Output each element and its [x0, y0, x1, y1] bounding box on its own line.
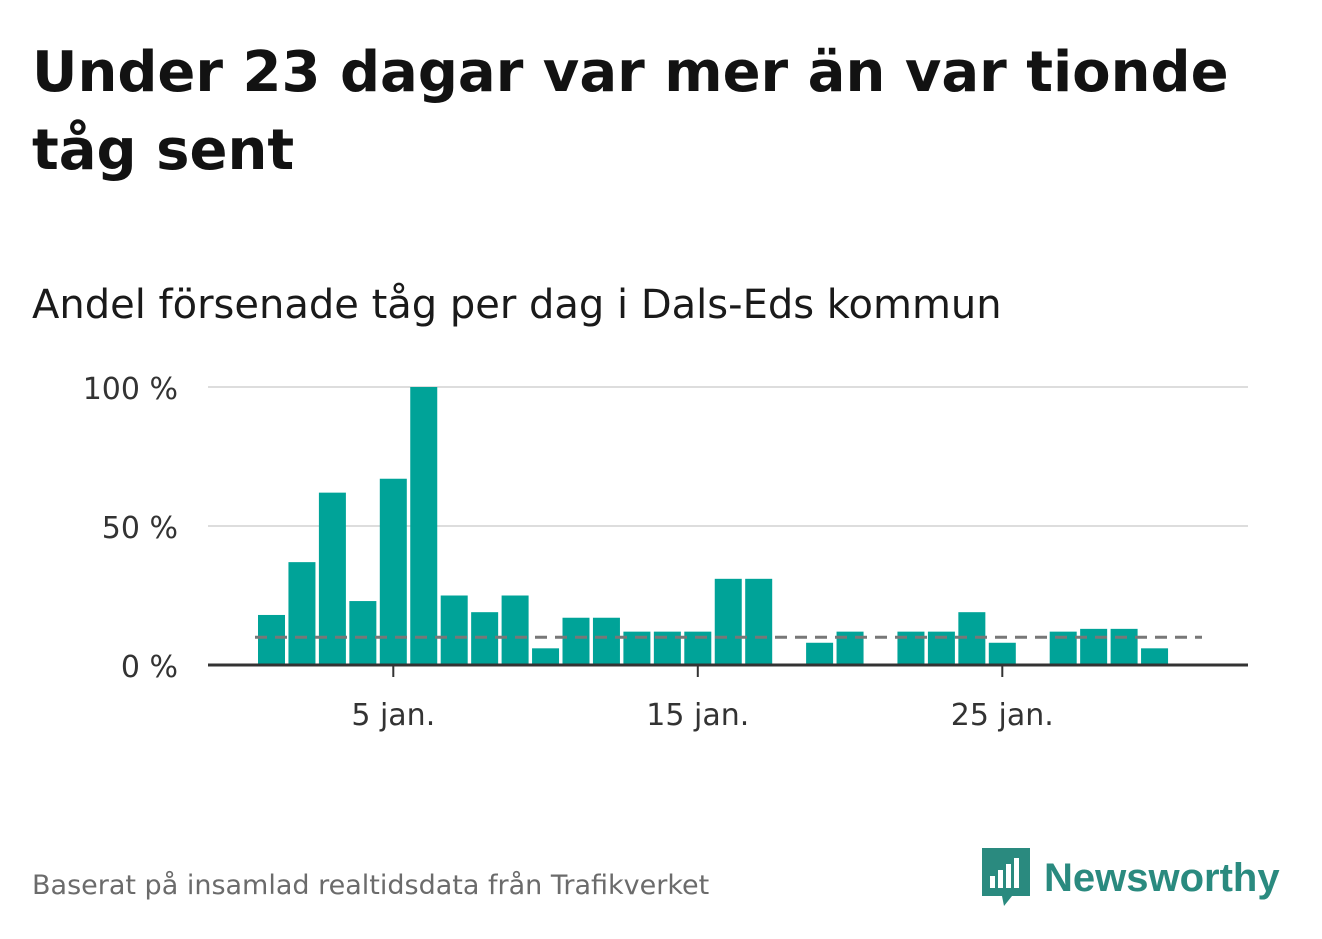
y-tick-label: 0 % — [121, 650, 178, 685]
x-tick-label: 5 jan. — [351, 698, 435, 733]
bar — [806, 642, 834, 665]
bar — [1141, 648, 1169, 665]
bar — [318, 492, 346, 665]
brand-name: Newsworthy — [1044, 855, 1280, 900]
bar — [440, 595, 468, 665]
x-tick-label: 25 jan. — [951, 698, 1054, 733]
bar — [532, 648, 560, 665]
bar — [745, 578, 773, 665]
newsworthy-logo-icon — [982, 848, 1030, 906]
source-note: Baserat på insamlad realtidsdata från Tr… — [32, 870, 710, 901]
axes: 0 % 50 % 100 % 5 jan. 15 jan. 25 jan. — [83, 372, 1248, 733]
page-title: Under 23 dagar var mer än var tionde tåg… — [32, 40, 1229, 183]
bar — [562, 617, 590, 665]
grid-lines — [208, 386, 1248, 527]
y-tick-label: 50 % — [102, 511, 178, 546]
bar — [379, 478, 407, 665]
bar — [288, 562, 316, 665]
x-tick-label: 15 jan. — [646, 698, 749, 733]
bar — [714, 578, 742, 665]
bar — [988, 642, 1016, 665]
bar — [258, 614, 285, 665]
chart-subtitle: Andel försenade tåg per dag i Dals-Eds k… — [32, 282, 1002, 328]
bar — [410, 387, 438, 665]
y-tick-label: 100 % — [83, 372, 178, 407]
newsworthy-logo[interactable]: Newsworthy — [982, 848, 1280, 908]
bar — [1080, 628, 1108, 665]
bar — [1110, 628, 1138, 665]
bar — [592, 617, 620, 665]
bar — [501, 595, 529, 665]
bar — [349, 601, 377, 665]
bars — [258, 387, 1169, 665]
